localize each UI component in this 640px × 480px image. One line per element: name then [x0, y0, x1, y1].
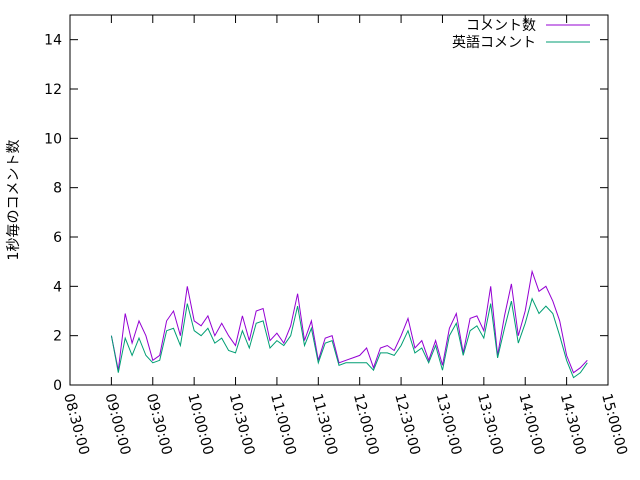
x-tick-label: 10:00:00: [184, 392, 216, 457]
plot-frame: [69, 14, 609, 386]
x-tick-label: 09:30:00: [143, 392, 175, 457]
legend-label: 英語コメント: [452, 34, 536, 51]
y-tick-label: 8: [53, 181, 62, 197]
x-tick-label: 11:30:00: [308, 392, 340, 457]
series-line: [110, 269, 588, 374]
x-tick-label: 11:00:00: [267, 392, 299, 457]
series-line: [110, 297, 588, 379]
legend-label: コメント数: [466, 18, 536, 34]
x-tick-label: 08:30:00: [60, 392, 92, 457]
x-tick-label: 15:00:00: [598, 392, 630, 457]
x-tick-label: 10:30:00: [226, 392, 258, 457]
y-axis-label: 1秒毎のコメント数: [6, 140, 22, 261]
x-tick-label: 12:30:00: [391, 392, 423, 457]
y-tick-label: 0: [53, 378, 62, 394]
y-tick-label: 14: [44, 33, 62, 49]
x-tick-label: 12:00:00: [350, 392, 382, 457]
x-tick-label: 09:00:00: [102, 392, 134, 457]
x-tick-label: 13:30:00: [474, 392, 506, 457]
x-tick-label: 14:00:00: [515, 392, 547, 457]
y-tick-label: 2: [53, 329, 62, 345]
y-tick-label: 12: [44, 82, 62, 98]
y-tick-label: 6: [53, 230, 62, 246]
y-tick-label: 4: [53, 279, 62, 295]
x-tick-label: 14:30:00: [557, 392, 589, 457]
y-tick-label: 10: [44, 131, 62, 147]
x-tick-label: 13:00:00: [433, 392, 465, 457]
